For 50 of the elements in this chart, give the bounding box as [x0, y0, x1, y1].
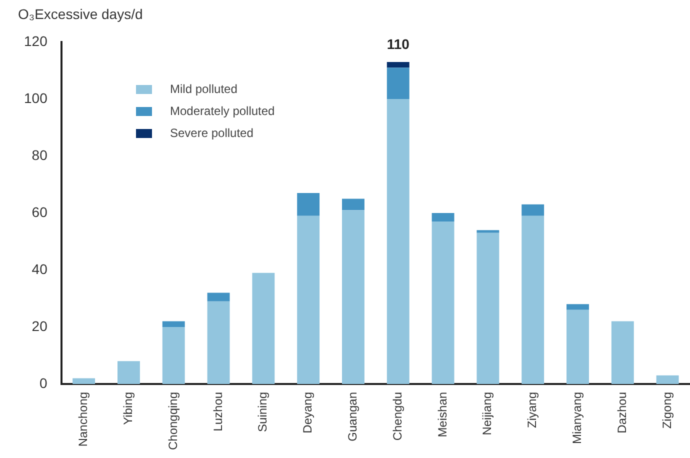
bar	[566, 304, 589, 310]
y-tick-label: 20	[32, 318, 48, 334]
bar	[656, 375, 679, 384]
bar	[252, 272, 275, 384]
x-tick-label: Luzhou	[210, 392, 225, 432]
y-axis-title: O₃Excessive days/d	[18, 6, 143, 22]
x-tick-label: Mianyang	[570, 392, 584, 444]
bar	[432, 222, 454, 384]
bar	[342, 210, 364, 384]
y-tick-label: 120	[24, 32, 48, 49]
x-tick-label: Yibing	[121, 392, 136, 425]
x-tick-label: Meishan	[435, 392, 450, 438]
x-tick-label: Chengdu	[390, 392, 404, 441]
bar	[342, 198, 364, 210]
bar	[72, 378, 96, 384]
bar	[432, 212, 454, 222]
y-tick-label: 100	[24, 90, 48, 106]
y-tick-label: 0	[40, 374, 48, 391]
x-tick-label: Guangan	[346, 392, 360, 442]
x-tick-label: Chongqing	[166, 392, 180, 450]
bar	[566, 310, 589, 384]
bar	[207, 292, 230, 302]
bar	[522, 204, 544, 216]
bar	[476, 230, 500, 233]
bar	[386, 98, 410, 384]
bar	[611, 321, 634, 384]
bar	[207, 301, 230, 384]
legend-label: Mild polluted	[170, 82, 238, 96]
bar	[522, 216, 544, 384]
bar	[162, 326, 185, 384]
bar	[297, 193, 320, 216]
x-tick-label: Deyang	[300, 392, 315, 434]
x-tick-label: Suining	[256, 392, 270, 432]
bar	[297, 216, 320, 384]
bar	[117, 361, 140, 384]
legend-label: Moderately polluted	[170, 104, 275, 118]
y-tick-label: 40	[32, 260, 48, 277]
y-tick-label: 60	[32, 204, 48, 220]
bar	[476, 232, 500, 384]
bar	[386, 68, 410, 99]
y-tick-label: 80	[32, 146, 48, 163]
x-tick-label: Neijiang	[480, 392, 494, 436]
bar	[162, 321, 185, 327]
x-tick-label: Ziyang	[525, 392, 540, 428]
legend-label: Severe polluted	[170, 126, 254, 140]
x-tick-label: Zigong	[660, 392, 674, 429]
annotation: 110	[386, 36, 410, 52]
x-tick-label: Dazhou	[614, 392, 629, 434]
x-tick-label: Nanchong	[76, 392, 90, 447]
bar	[386, 62, 410, 68]
